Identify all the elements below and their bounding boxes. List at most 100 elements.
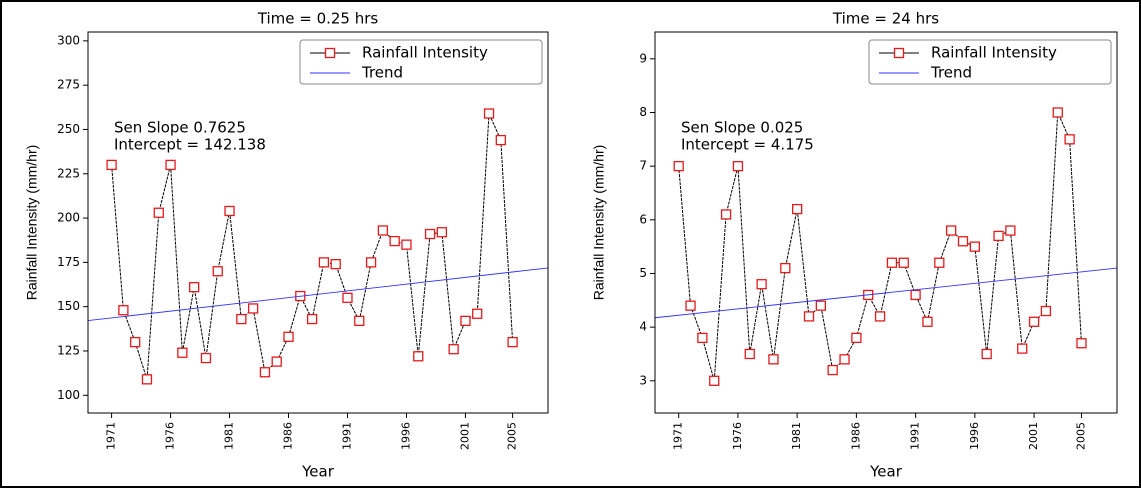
marker — [436, 227, 447, 238]
marker — [472, 308, 483, 319]
marker — [460, 315, 471, 327]
y-tick-label: 150 — [57, 299, 80, 313]
y-tick-label: 5 — [639, 266, 647, 280]
marker — [153, 207, 164, 218]
y-tick-label: 275 — [57, 78, 80, 92]
chart-title: Time = 24 hrs — [832, 10, 939, 28]
marker — [732, 161, 744, 172]
marker — [189, 282, 200, 293]
marker — [744, 348, 755, 360]
marker — [165, 159, 176, 171]
marker — [768, 354, 779, 365]
x-tick-label: 1971 — [672, 422, 685, 450]
legend-label: Trend — [930, 64, 972, 82]
plot-frame — [87, 31, 549, 414]
marker — [271, 356, 282, 367]
x-tick-label: 1986 — [282, 422, 295, 450]
chart-title: Time = 0.25 hrs — [257, 10, 379, 28]
x-tick-label: 1976 — [731, 422, 744, 450]
marker — [946, 225, 957, 236]
marker — [957, 236, 969, 247]
y-tick-label: 6 — [639, 212, 647, 226]
y-tick-label: 250 — [57, 122, 80, 136]
marker — [981, 348, 992, 360]
marker — [720, 209, 732, 220]
y-tick-label: 7 — [639, 159, 647, 173]
legend-box — [868, 39, 1112, 85]
marker — [177, 347, 188, 358]
marker — [1076, 338, 1087, 349]
marker — [141, 374, 153, 385]
marker — [200, 352, 212, 364]
marker — [389, 235, 400, 247]
x-tick-label: 2005 — [506, 422, 519, 450]
annotation: Sen Slope 0.025 — [681, 119, 803, 137]
x-tick-label: 2001 — [458, 422, 471, 450]
marker — [910, 289, 921, 301]
marker — [259, 367, 271, 378]
marker — [1017, 343, 1028, 354]
marker — [780, 262, 791, 274]
x-axis-label: Year — [301, 463, 335, 481]
legend-marker — [324, 47, 336, 59]
legend-label: Rainfall Intensity — [362, 44, 488, 62]
marker — [1064, 134, 1075, 145]
marker — [792, 203, 803, 215]
marker — [330, 258, 341, 270]
trend-line — [654, 267, 1118, 319]
marker — [839, 354, 850, 365]
annotation: Sen Slope 0.7625 — [114, 119, 246, 137]
x-tick-label: 2001 — [1027, 422, 1040, 450]
marker — [424, 228, 436, 240]
marker — [709, 375, 720, 386]
x-tick-label: 1986 — [849, 422, 862, 450]
marker — [342, 292, 353, 303]
marker — [803, 311, 815, 322]
annotation: Intercept = 4.175 — [681, 136, 814, 154]
marker — [224, 205, 235, 217]
legend-label: Rainfall Intensity — [931, 44, 1057, 62]
marker — [318, 257, 330, 268]
marker — [236, 313, 247, 325]
marker — [401, 239, 412, 250]
y-tick-label: 100 — [57, 388, 80, 402]
marker — [354, 315, 365, 327]
x-tick-label: 1991 — [340, 422, 353, 450]
marker — [756, 279, 767, 290]
marker — [1028, 316, 1040, 327]
marker — [130, 336, 141, 348]
marker — [483, 108, 495, 119]
marker — [377, 225, 389, 236]
marker — [247, 303, 259, 314]
y-tick-label: 125 — [57, 343, 80, 357]
marker — [306, 313, 318, 325]
x-tick-label: 1971 — [105, 422, 118, 450]
x-tick-label: 1996 — [968, 422, 981, 450]
marker — [969, 241, 980, 252]
y-tick-label: 200 — [57, 211, 80, 225]
marker — [851, 332, 862, 344]
marker — [922, 316, 933, 327]
marker — [212, 266, 223, 277]
marker — [1052, 107, 1063, 118]
marker — [827, 364, 838, 376]
legend-marker — [893, 47, 905, 59]
marker — [1040, 305, 1052, 317]
marker — [874, 311, 886, 322]
marker — [365, 257, 377, 268]
marker — [1005, 225, 1016, 236]
legend-box — [299, 39, 543, 85]
x-axis-label: Year — [869, 463, 903, 481]
marker — [106, 159, 117, 171]
marker — [495, 134, 506, 146]
marker — [413, 351, 424, 362]
x-tick-label: 1981 — [790, 422, 803, 450]
x-tick-label: 1981 — [223, 422, 236, 450]
marker — [934, 257, 945, 268]
y-tick-label: 9 — [639, 51, 647, 65]
y-axis-label: Rainfall Intensity (mm/hr) — [591, 145, 607, 301]
marker — [685, 300, 696, 311]
marker — [507, 336, 518, 348]
x-tick-label: 1996 — [399, 422, 412, 450]
